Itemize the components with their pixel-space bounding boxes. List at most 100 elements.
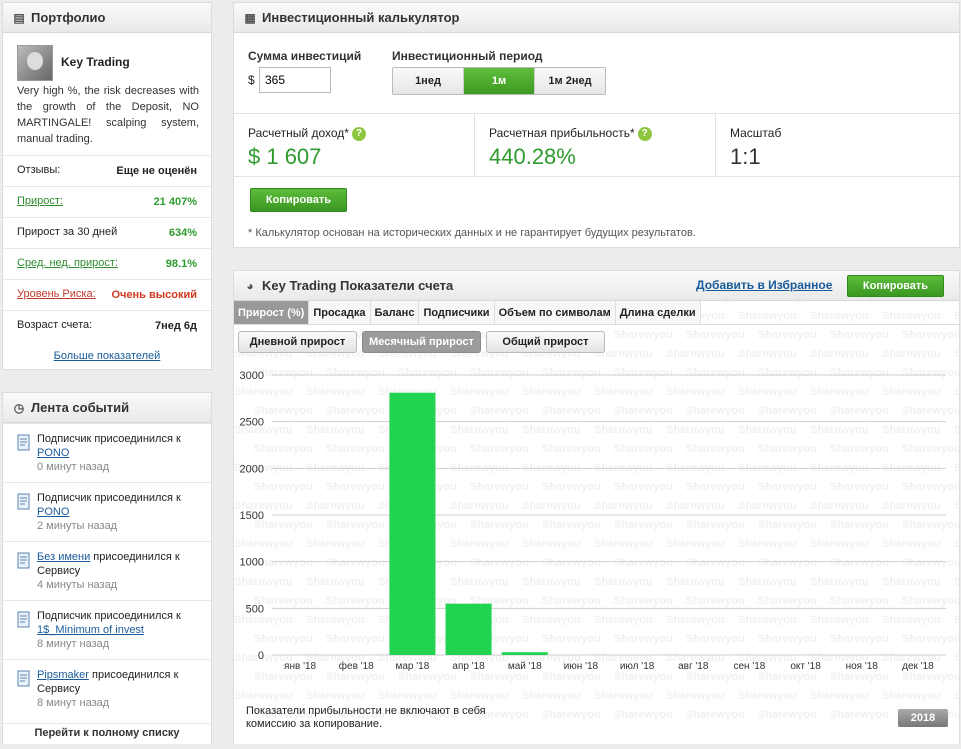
feed-prefix: Подписчик присоединился к xyxy=(37,433,181,445)
stats-copy-button[interactable]: Копировать xyxy=(847,275,944,297)
stats-tabs: Прирост (%) Просадка Баланс Подписчики Объем… xyxy=(234,301,959,325)
account-stats-panel: Sharewyou Sharewyou Sharewyou Sharewyou Shar… xyxy=(233,270,960,744)
x-tick-label: июл '18 xyxy=(620,661,655,672)
feed-text: Подписчик присоединился к 1$_Minimum of … xyxy=(37,609,207,651)
add-to-favorites-link[interactable]: Добавить в Избранное xyxy=(696,278,833,292)
period-option[interactable]: 1м 2нед xyxy=(535,68,605,94)
watermark-text: Sharewyou xyxy=(666,690,725,702)
stat-value: 634% xyxy=(168,227,197,239)
watermark-text: Sharewyou xyxy=(306,690,365,702)
stat-row: Прирост за 30 дней 634% xyxy=(3,217,211,247)
feed-time: 8 минут назад xyxy=(37,697,110,709)
feed-time: 8 минут назад xyxy=(37,638,110,650)
y-tick-label: 0 xyxy=(258,650,264,662)
stat-row: Прирост: 21 407% xyxy=(3,186,211,216)
watermark-text: Sharewyou xyxy=(234,690,293,702)
feed-link[interactable]: PONO xyxy=(37,506,70,518)
x-tick-label: авг '18 xyxy=(678,661,709,672)
bar[interactable] xyxy=(389,392,436,655)
feed-header: ◷ Лента событий xyxy=(3,393,211,423)
investment-calculator-panel: ▦ Инвестиционный калькулятор Сумма инвес… xyxy=(233,2,960,248)
trader-name[interactable]: Key Trading xyxy=(61,55,130,69)
full-list-link[interactable]: Перейти к полному списку xyxy=(3,723,211,749)
stats-header: ◕ Key Trading Показатели счета xyxy=(234,271,959,301)
feed-link[interactable]: Без имени xyxy=(37,551,91,563)
watermark-text: Sharewyou xyxy=(542,709,601,721)
feed-prefix: Подписчик присоединился к xyxy=(37,610,181,622)
watermark-text: Sharewyou xyxy=(882,348,941,360)
profit-value: 440.28% xyxy=(489,144,576,169)
calculator-copy-button[interactable]: Копировать xyxy=(250,188,347,212)
stats-tab[interactable]: Просадка xyxy=(309,301,371,324)
period-option[interactable]: 1м xyxy=(464,68,535,94)
more-stats-link[interactable]: Больше показателей xyxy=(53,350,161,362)
feed-text: Подписчик присоединился к PONO 2 минуты н… xyxy=(37,491,207,533)
x-tick-label: фев '18 xyxy=(339,660,374,672)
calculator-header: ▦ Инвестиционный калькулятор xyxy=(234,3,959,33)
help-icon[interactable]: ? xyxy=(351,127,366,141)
stats-tab[interactable]: Объем по символам xyxy=(494,301,616,324)
stat-value: 21 407% xyxy=(153,196,197,208)
avatar[interactable] xyxy=(17,45,53,81)
watermark-text: Sharewyou xyxy=(522,690,581,702)
feed-suffix: присоединился к Сервису xyxy=(37,551,180,577)
stat-label[interactable]: Уровень Риска: xyxy=(17,288,96,300)
feed-link[interactable]: Pipsmaker xyxy=(37,669,89,681)
event-feed-panel: ◷ Лента событий Подписчик присоединился … xyxy=(2,392,212,744)
stat-value: 7нед 6д xyxy=(154,320,197,332)
feed-link[interactable]: 1$_Minimum of invest xyxy=(37,624,144,636)
x-tick-label: сен '18 xyxy=(733,661,765,672)
help-icon[interactable]: ? xyxy=(637,127,652,141)
feed-time: 2 минуты назад xyxy=(37,520,118,532)
watermark-text: Sharewyou xyxy=(614,709,673,721)
watermark-text: Sharewyou xyxy=(378,690,437,702)
watermark-text: Sharewyou xyxy=(830,329,889,341)
growth-subtab[interactable]: Месячный прирост xyxy=(362,331,481,353)
stats-tab[interactable]: Прирост (%) xyxy=(234,301,310,324)
watermark-text: Sharewyou xyxy=(758,329,817,341)
feed-link[interactable]: PONO xyxy=(37,447,70,459)
watermark-text: Sharewyou xyxy=(882,690,941,702)
stat-value: Еще не оценён xyxy=(116,165,197,177)
document-icon xyxy=(16,552,32,570)
x-tick-label: дек '18 xyxy=(902,661,934,672)
watermark-text: Sharewyou xyxy=(450,690,509,702)
watermark-text: Sharewyou xyxy=(666,348,725,360)
scale-cell: Масштаб 1:1 xyxy=(716,114,956,176)
y-tick-label: 2500 xyxy=(240,417,264,429)
stat-row: Отзывы: Еще не оценён xyxy=(3,155,211,185)
growth-subtab[interactable]: Дневной прирост xyxy=(238,331,357,353)
stat-label[interactable]: Сред. нед. прирост: xyxy=(17,257,118,269)
calculator-icon: ▦ xyxy=(244,10,256,25)
feed-item: Подписчик присоединился к PONO 2 минуты н… xyxy=(3,482,211,541)
x-tick-label: июн '18 xyxy=(564,661,599,672)
portfolio-panel: ▤ Портфолио Key Trading Very high %, the… xyxy=(2,2,212,370)
bar[interactable] xyxy=(445,603,492,655)
x-tick-label: янв '18 xyxy=(284,661,316,672)
stats-tab[interactable]: Длина сделки xyxy=(615,301,701,324)
watermark-text: Sharewyou xyxy=(810,348,869,360)
portfolio-header: ▤ Портфолио xyxy=(3,3,211,33)
watermark-text: Sharewyou xyxy=(954,348,959,360)
y-tick-label: 3000 xyxy=(240,370,264,382)
stats-tab[interactable]: Подписчики xyxy=(419,301,495,324)
stats-tab[interactable]: Баланс xyxy=(370,301,420,324)
pie-chart-icon: ◕ xyxy=(246,278,254,293)
feed-item: Без имени присоединился к Сервису 4 минут… xyxy=(3,541,211,600)
stat-label[interactable]: Прирост: xyxy=(17,195,63,207)
profit-label: Расчетная прибыльность* xyxy=(489,126,635,140)
feed-time: 0 минут назад xyxy=(37,461,110,473)
bar[interactable] xyxy=(501,652,548,655)
scale-value: 1:1 xyxy=(730,144,761,169)
stat-label: Возраст счета: xyxy=(17,319,93,331)
clock-icon: ◷ xyxy=(13,400,25,415)
stat-label: Прирост за 30 дней xyxy=(17,226,118,238)
growth-subtab[interactable]: Общий прирост xyxy=(486,331,605,353)
year-button[interactable]: 2018 xyxy=(898,709,948,727)
watermark-text: Sharewyou xyxy=(758,709,817,721)
amount-input[interactable] xyxy=(259,67,331,93)
profit-cell: Расчетная прибыльность*? 440.28% xyxy=(475,114,716,176)
feed-item: Подписчик присоединился к 1$_Minimum of … xyxy=(3,600,211,659)
period-option[interactable]: 1нед xyxy=(393,68,464,94)
portfolio-icon: ▤ xyxy=(13,10,25,25)
